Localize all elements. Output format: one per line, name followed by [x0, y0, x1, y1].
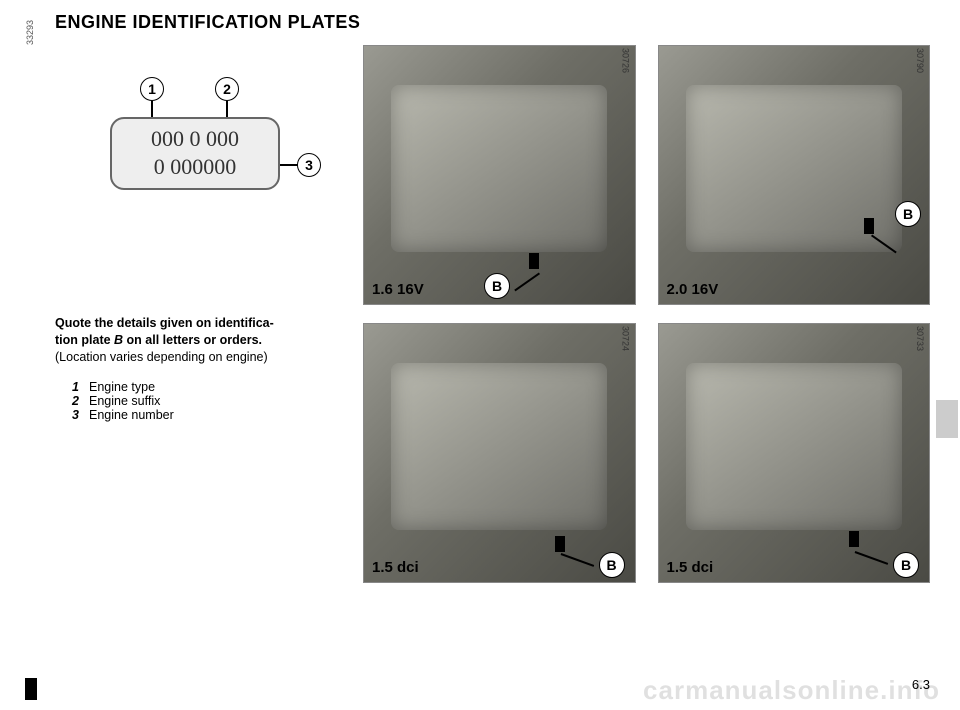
watermark: carmanualsonline.info [643, 675, 940, 706]
quote-text: Quote the details given on identifica- t… [55, 315, 345, 366]
legend-text-2: Engine suffix [89, 394, 160, 408]
crop-mark-bottom-left [25, 678, 37, 700]
callout-2: 2 [215, 77, 239, 101]
photo4-image-number: 30733 [915, 326, 925, 351]
photo2-plate-marker [864, 218, 874, 234]
legend-row-1: 1 Engine type [55, 380, 345, 394]
page-title: ENGINE IDENTIFICATION PLATES [55, 12, 930, 33]
photo2-lead-line [871, 234, 896, 252]
legend-row-2: 2 Engine suffix [55, 394, 345, 408]
quote-B: B [114, 333, 123, 347]
content-area: 33293 1 2 3 000 0 000 0 000000 Quote the… [55, 45, 930, 583]
callout-1: 1 [140, 77, 164, 101]
photo1-image-number: 30726 [621, 48, 631, 73]
id-plate: 000 0 000 0 000000 [110, 117, 280, 190]
legend-num-3: 3 [55, 408, 89, 422]
photo-grid: 30726 B 1.6 16V 30790 B 2.0 16V 30724 B [363, 45, 930, 583]
photo2-image-number: 30790 [915, 48, 925, 73]
photo3-plate-marker [555, 536, 565, 552]
plate-image-number: 33293 [25, 20, 35, 45]
legend-row-3: 3 Engine number [55, 408, 345, 422]
engine-photo-1-5-dci-b: 30733 B 1.5 dci [658, 323, 931, 583]
callout-3: 3 [297, 153, 321, 177]
photo1-engine-label: 1.6 16V [372, 281, 424, 298]
photo1-lead-line [514, 272, 539, 290]
photo4-engine-label: 1.5 dci [667, 559, 714, 576]
engine-photo-1-6-16v: 30726 B 1.6 16V [363, 45, 636, 305]
photo4-B-label: B [893, 552, 919, 578]
plate-line-2: 0 000000 [122, 153, 268, 181]
legend-text-1: Engine type [89, 380, 155, 394]
photo3-engine-label: 1.5 dci [372, 559, 419, 576]
quote-line1d: on all letters or orders. [123, 333, 262, 347]
photo2-B-label: B [895, 201, 921, 227]
engine-photo-1-5-dci-a: 30724 B 1.5 dci [363, 323, 636, 583]
plate-line-1: 000 0 000 [122, 125, 268, 153]
quote-line2: (Location varies depending on engine) [55, 350, 268, 364]
left-column: 33293 1 2 3 000 0 000 0 000000 Quote the… [55, 45, 345, 583]
photo3-B-label: B [599, 552, 625, 578]
photo1-B-label: B [484, 273, 510, 299]
quote-line1b: tion plate [55, 333, 114, 347]
quote-line1a: Quote the details given on identifica- [55, 316, 274, 330]
crop-mark-right [936, 400, 958, 438]
photo1-plate-marker [529, 253, 539, 269]
legend-num-1: 1 [55, 380, 89, 394]
photo4-lead-line [855, 551, 888, 564]
photo3-image-number: 30724 [621, 326, 631, 351]
photo3-lead-line [560, 553, 593, 566]
legend-text-3: Engine number [89, 408, 174, 422]
engine-photo-2-0-16v: 30790 B 2.0 16V [658, 45, 931, 305]
photo2-engine-label: 2.0 16V [667, 281, 719, 298]
plate-diagram: 33293 1 2 3 000 0 000 0 000000 [55, 45, 345, 275]
photo4-plate-marker [849, 531, 859, 547]
legend-list: 1 Engine type 2 Engine suffix 3 Engine n… [55, 380, 345, 422]
legend-num-2: 2 [55, 394, 89, 408]
